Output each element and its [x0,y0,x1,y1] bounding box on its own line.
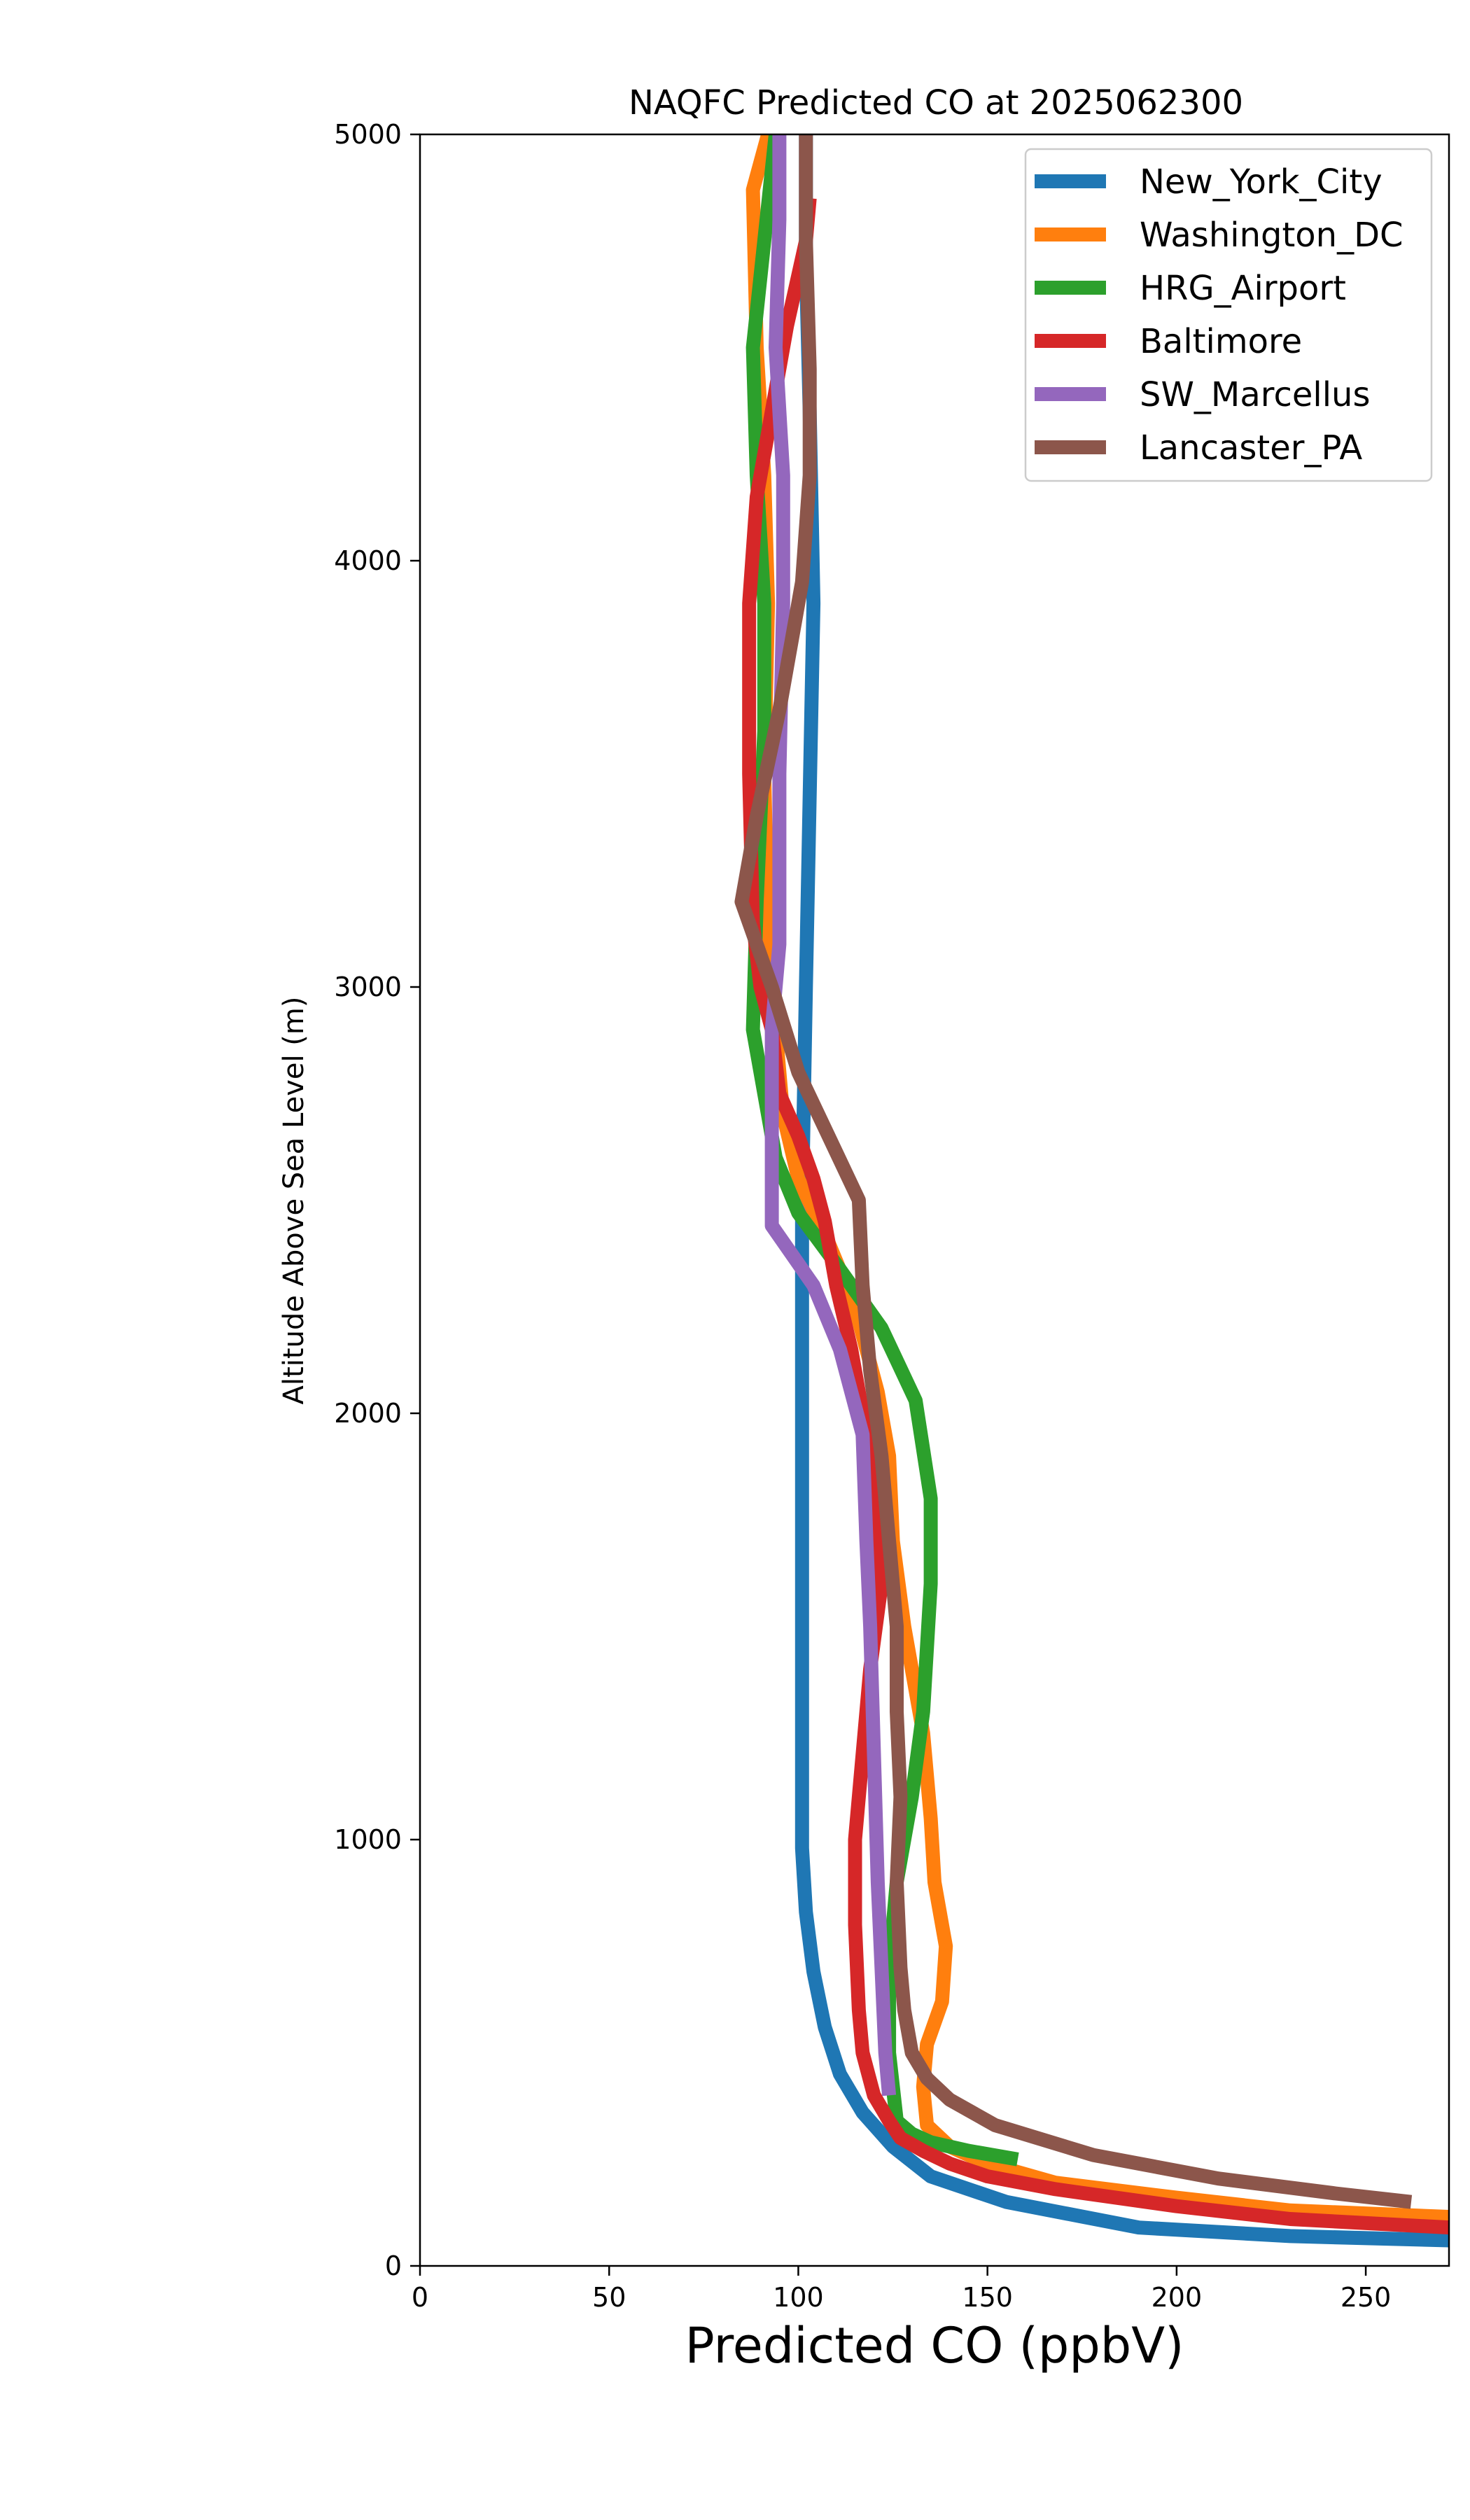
plot-frame [419,133,1450,2267]
x-axis-label: Predicted CO (ppbV) [685,2317,1184,2374]
x-tick-label: 150 [962,2282,1013,2313]
series-line-baltimore [742,197,1449,2235]
x-tick-label: 100 [773,2282,824,2313]
series-layer [734,134,1449,2248]
legend-label: Lancaster_PA [1140,428,1362,468]
legend-label: New_York_City [1140,162,1382,202]
legend-label: SW_Marcellus [1140,375,1370,414]
y-axis: 0 1000 2000 3000 4000 5000 [334,119,420,2281]
y-tick-label: 5000 [334,119,402,150]
y-tick-label: 4000 [334,545,402,576]
x-tick-label: 200 [1152,2282,1203,2313]
x-tick-label: 50 [592,2282,626,2313]
x-tick-label: 250 [1340,2282,1392,2313]
legend-label: Baltimore [1140,322,1302,361]
legend: New_York_City Washington_DC HRG_Airport Bal… [1024,148,1433,482]
legend-label: Washington_DC [1140,216,1404,255]
x-tick-label: 0 [412,2282,428,2313]
series-line-new-york-city [794,134,1449,2248]
y-tick-label: 3000 [334,972,402,1002]
y-tick-label: 0 [385,2250,402,2281]
x-axis: 0 50 100 150 200 250 [412,2266,1391,2313]
series-line-lancaster-pa [734,134,1413,2209]
chart-title: NAQFC Predicted CO at 2025062300 [629,83,1243,122]
legend-label: HRG_Airport [1140,269,1346,308]
y-tick-label: 1000 [334,1824,402,1855]
y-tick-label: 2000 [334,1398,402,1429]
legend-frame [1024,148,1433,482]
y-axis-label: Altitude Above Sea Level (m) [278,997,310,1405]
series-line-sw-marcellus [764,134,897,2096]
series-line-hrg-airport [746,134,1019,2166]
